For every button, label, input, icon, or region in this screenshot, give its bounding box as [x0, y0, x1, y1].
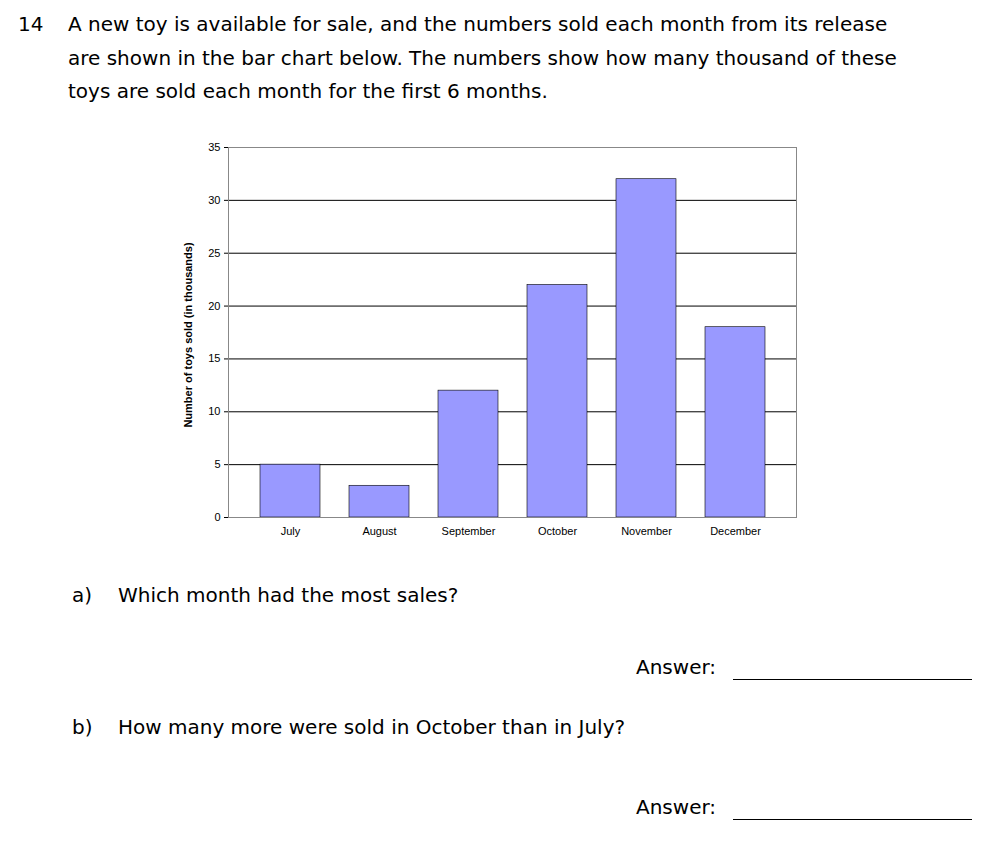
svg-text:15: 15: [208, 352, 220, 364]
svg-text:September: September: [442, 525, 496, 537]
html-text:Answer:: Answer:: [636, 795, 717, 819]
html-text:Number of toys sold (in thousa: Number of toys sold (in thousands): [181, 242, 194, 428]
html-text:toys are sold each month for t: toys are sold each month for the first 6…: [68, 79, 548, 103]
html-text:Answer:: Answer:: [636, 655, 717, 679]
svg-text:30: 30: [208, 194, 220, 206]
svg-text:35: 35: [208, 141, 220, 153]
svg-text:0: 0: [214, 511, 220, 523]
svg-text:5: 5: [214, 458, 220, 470]
svg-text:October: October: [538, 525, 577, 537]
svg-text:July: July: [281, 525, 301, 537]
svg-text:December: December: [710, 525, 761, 537]
html-text:How many more were sold in Oct: How many more were sold in October than …: [118, 715, 626, 739]
html-text:b): b): [72, 715, 93, 739]
svg-text:November: November: [621, 525, 672, 537]
svg-text:20: 20: [208, 300, 220, 312]
html-text:are shown in the bar chart bel: are shown in the bar chart below. The nu…: [68, 45, 897, 70]
html-text:14: 14: [18, 12, 44, 36]
html-text:Which month had the most sales: Which month had the most sales?: [118, 583, 459, 607]
html-text:A new toy is available for sal: A new toy is available for sale, and the…: [68, 12, 888, 36]
svg-text:August: August: [362, 525, 396, 537]
svg-text:10: 10: [208, 405, 220, 417]
html-text:a): a): [72, 583, 93, 607]
svg-text:25: 25: [208, 247, 220, 259]
